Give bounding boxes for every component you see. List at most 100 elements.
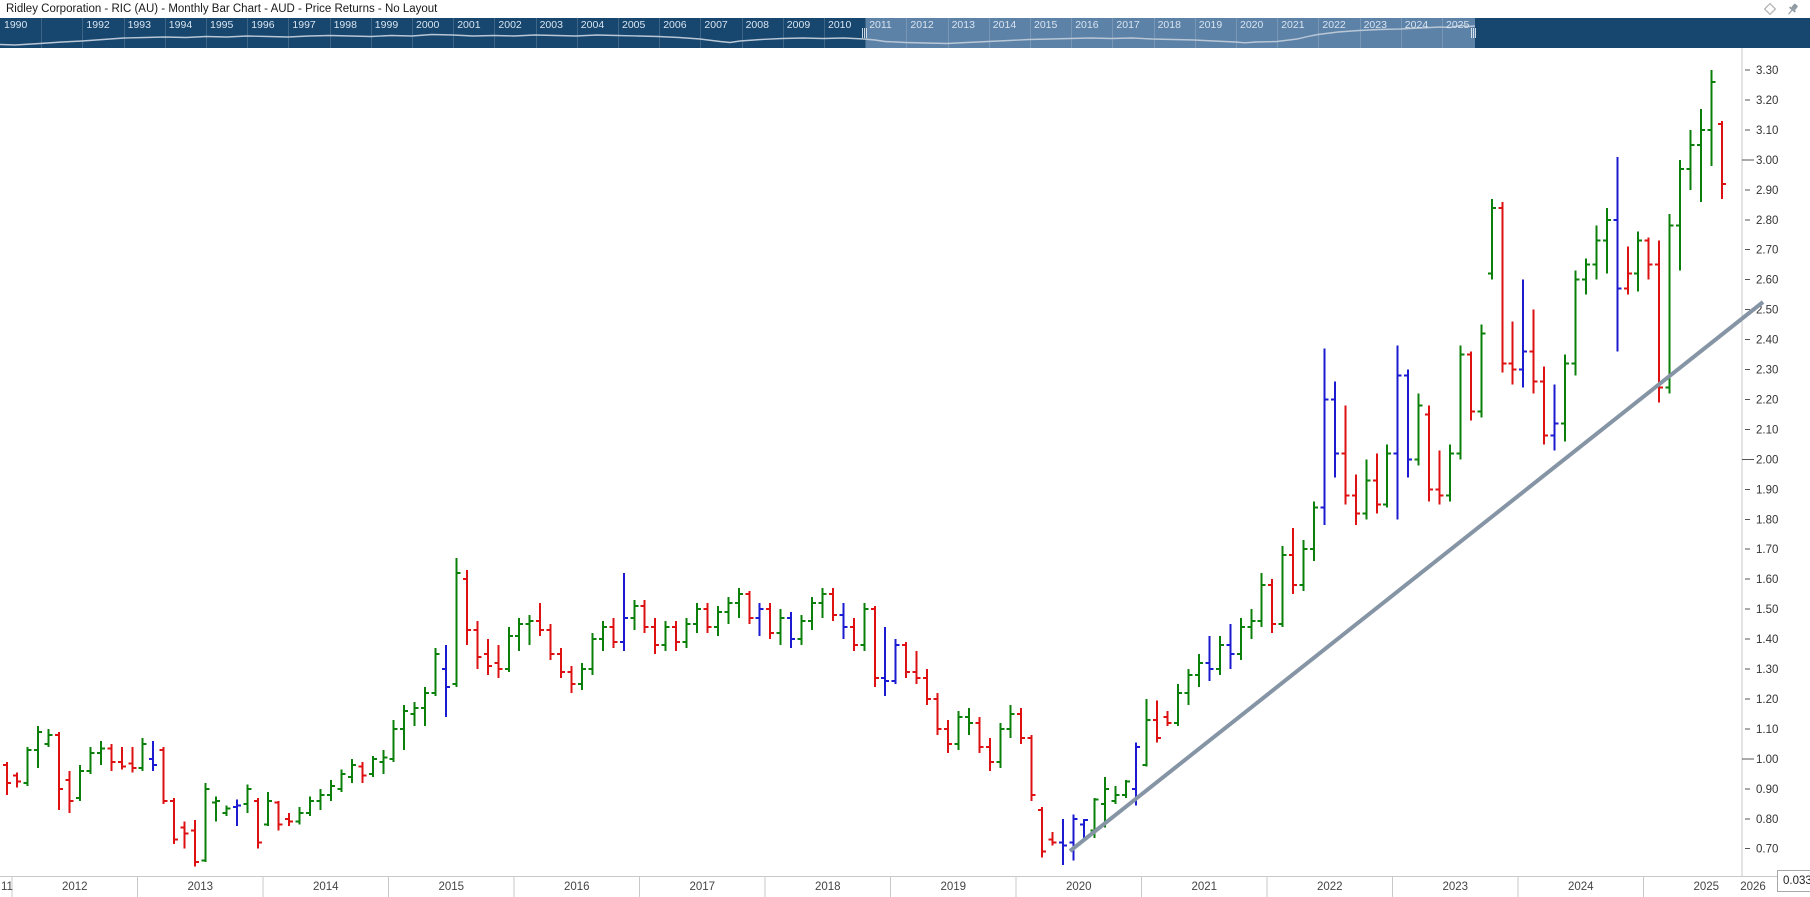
navigator-handle-left[interactable] bbox=[862, 26, 867, 40]
ohlc-bar bbox=[860, 603, 869, 652]
x-axis-year-label: 2013 bbox=[187, 881, 213, 893]
navigator-year-label: 1992 bbox=[86, 19, 110, 31]
ohlc-bar bbox=[1215, 636, 1224, 675]
navigator-year-label: 2001 bbox=[457, 19, 481, 31]
ohlc-bar bbox=[400, 704, 409, 750]
y-axis-label: 1.60 bbox=[1756, 574, 1778, 586]
ohlc-bar bbox=[1038, 806, 1047, 858]
navigator-gridline bbox=[535, 18, 537, 48]
ohlc-bar bbox=[1707, 70, 1716, 166]
ohlc-bar bbox=[1425, 405, 1434, 502]
navigator-year-label: 2011 bbox=[869, 19, 892, 31]
ohlc-bar bbox=[222, 805, 231, 816]
y-axis-label: 3.20 bbox=[1756, 95, 1778, 107]
ohlc-bar bbox=[713, 606, 722, 637]
y-axis-label: 1.80 bbox=[1756, 514, 1778, 526]
navigator-gridline bbox=[1030, 18, 1031, 48]
ohlc-bar bbox=[567, 666, 576, 693]
price-chart: 0.70 0.80 0.90 1.00 1.10 1.20 1.30 1.40 1.50 1.60… bbox=[0, 48, 1810, 897]
navigator-gridline bbox=[1400, 18, 1402, 48]
navigator-year-label: 2003 bbox=[539, 19, 563, 31]
x-axis-year-label: 2012 bbox=[62, 881, 88, 893]
ohlc-bar bbox=[1561, 354, 1570, 442]
timeline-navigator[interactable]: 1990 1992 1993 1994 1995 1996 1997 1998 1999 2000… bbox=[0, 18, 1810, 48]
ohlc-bar bbox=[1456, 345, 1465, 460]
y-axis-label: 1.20 bbox=[1756, 694, 1778, 706]
navigator-year-label: 2024 bbox=[1404, 19, 1429, 31]
navigator-gridline bbox=[988, 18, 990, 48]
ohlc-bar bbox=[954, 710, 963, 750]
ohlc-bar bbox=[1550, 384, 1559, 451]
ohlc-bar bbox=[1278, 546, 1287, 628]
navigator-gridline bbox=[906, 18, 908, 48]
y-axis-label: 0.90 bbox=[1756, 784, 1778, 796]
last-price-box: 0.033 bbox=[1777, 870, 1810, 892]
pin-icon[interactable] bbox=[1785, 2, 1800, 17]
diamond-icon[interactable] bbox=[1763, 2, 1777, 16]
ohlc-bar bbox=[1529, 309, 1538, 394]
x-axis-year-label: 2020 bbox=[1066, 881, 1092, 893]
ohlc-bar bbox=[818, 588, 827, 619]
ohlc-bar bbox=[1205, 636, 1214, 681]
ohlc-bar bbox=[1613, 156, 1622, 352]
ohlc-bar bbox=[797, 615, 806, 646]
ohlc-bar bbox=[452, 558, 461, 687]
ohlc-bar bbox=[1466, 351, 1475, 421]
ohlc-bar bbox=[1540, 366, 1549, 445]
ohlc-bar bbox=[1644, 237, 1653, 280]
ohlc-bar bbox=[211, 796, 220, 822]
ohlc-bar bbox=[180, 821, 189, 849]
navigator-gridline bbox=[1318, 18, 1320, 48]
navigator-year-label: 2007 bbox=[704, 19, 728, 31]
ohlc-bar bbox=[808, 597, 817, 631]
navigator-gridline bbox=[82, 18, 84, 48]
ohlc-bar bbox=[536, 603, 545, 637]
y-axis-label: 1.50 bbox=[1756, 604, 1778, 616]
ohlc-bar bbox=[1059, 818, 1068, 866]
trendline[interactable] bbox=[1068, 300, 1765, 853]
ohlc-bar bbox=[1508, 321, 1517, 385]
ohlc-bar bbox=[755, 603, 764, 637]
navigator-gridline bbox=[1277, 18, 1279, 48]
titlebar-icons bbox=[1763, 1, 1800, 17]
navigator-gridline bbox=[494, 18, 496, 48]
ohlc-bar bbox=[285, 812, 294, 827]
navigator-year-label: 2018 bbox=[1157, 19, 1181, 31]
ohlc-bar bbox=[1592, 225, 1601, 280]
ohlc-bar bbox=[1289, 528, 1298, 595]
ohlc-bar bbox=[609, 618, 618, 649]
navigator-year-label: 2010 bbox=[828, 19, 852, 31]
y-axis-label: 1.90 bbox=[1756, 484, 1778, 496]
last-price-value: 0.033 bbox=[1783, 875, 1810, 887]
ohlc-bar bbox=[943, 719, 952, 753]
ohlc-bar bbox=[1236, 618, 1245, 661]
navigator-year-label: 2023 bbox=[1363, 19, 1387, 31]
ohlc-bar bbox=[107, 743, 116, 771]
navigator-year-label: 2002 bbox=[498, 19, 522, 31]
navigator-handle-right[interactable] bbox=[1471, 26, 1476, 40]
ohlc-bar bbox=[1247, 609, 1256, 640]
ohlc-bar bbox=[1404, 369, 1413, 478]
x-axis-year-label: 2025 bbox=[1693, 881, 1719, 893]
navigator-gridline bbox=[576, 18, 578, 48]
ohlc-bar bbox=[1445, 444, 1454, 502]
ohlc-bar bbox=[766, 603, 775, 640]
ohlc-bar bbox=[253, 797, 262, 849]
ohlc-bar bbox=[515, 618, 524, 652]
ohlc-bar bbox=[410, 701, 419, 726]
chart-title: Ridley Corporation - RIC (AU) - Monthly … bbox=[6, 3, 438, 15]
x-axis-year-label: 2024 bbox=[1568, 881, 1594, 893]
y-axis-label: 2.30 bbox=[1756, 365, 1778, 377]
x-axis-year-label: 2017 bbox=[689, 881, 715, 893]
x-axis-end-label: 2026 bbox=[1740, 881, 1766, 893]
y-axis-label: 2.00 bbox=[1756, 454, 1778, 466]
ohlc-bar bbox=[1194, 654, 1203, 687]
ohlc-bar bbox=[243, 784, 252, 813]
ohlc-bar bbox=[337, 769, 346, 792]
y-axis-label: 1.70 bbox=[1756, 544, 1778, 556]
ohlc-bar bbox=[473, 621, 482, 669]
y-axis-label: 1.30 bbox=[1756, 664, 1778, 676]
ohlc-bar bbox=[1655, 240, 1664, 403]
ohlc-bar bbox=[1226, 624, 1235, 669]
ohlc-bar bbox=[985, 737, 994, 771]
